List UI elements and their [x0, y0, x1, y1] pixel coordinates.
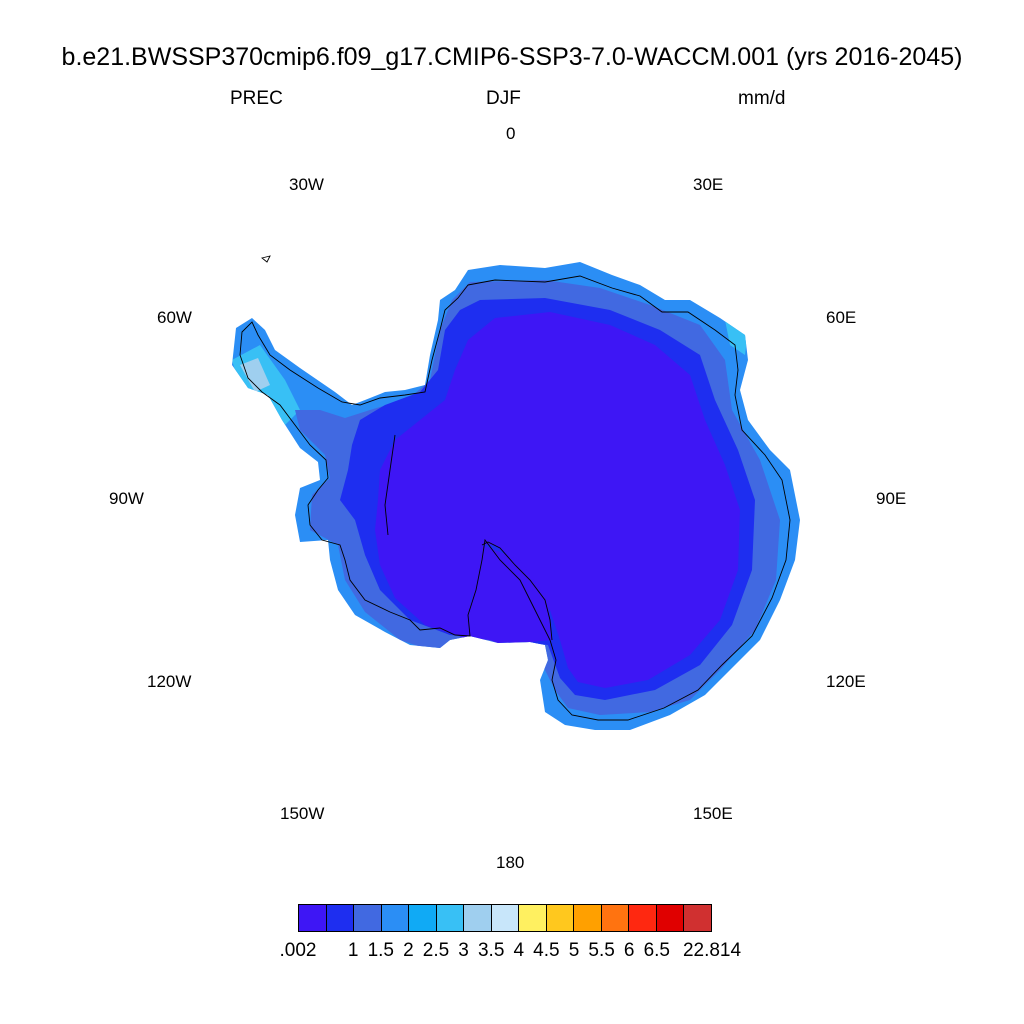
colorbar-swatch: [684, 905, 711, 931]
colorbar-tick-label: 3.5: [477, 940, 505, 961]
lon-label-150e: 150E: [693, 804, 733, 823]
interior-low-precip: [375, 312, 740, 688]
colorbar-swatch: [574, 905, 602, 931]
colorbar-labels: .002 1 1.5 2 2.5 3 3.5 4 4.5 5 5.5 6 6.5 22.814: [0, 941, 1024, 965]
colorbar-tick-label: 4: [513, 940, 525, 961]
coastline-ross-shelf: [481, 541, 553, 641]
colorbar-swatch: [354, 905, 382, 931]
colorbar-swatch: [409, 905, 437, 931]
lon-label-120w: 120W: [147, 672, 192, 691]
colorbar-swatch: [546, 905, 575, 931]
colorbar-tick-label: 6: [623, 940, 635, 961]
colorbar-swatch: [629, 905, 657, 931]
colorbar-swatch: [436, 905, 465, 931]
colorbar-swatch: [299, 905, 327, 931]
lon-label-60e: 60E: [826, 308, 857, 327]
lon-label-30w: 30W: [289, 175, 324, 194]
colorbar-tick-label: 2.5: [422, 940, 450, 961]
units-label: mm/d: [738, 88, 786, 109]
plot-title: b.e21.BWSSP370cmip6.f09_g17.CMIP6-SSP3-7…: [61, 43, 963, 71]
lon-label-180: 180: [496, 853, 525, 872]
colorbar-tick-label: 2: [403, 940, 414, 961]
lon-label-150w: 150W: [280, 804, 325, 823]
lon-label-0: 0: [506, 124, 516, 143]
colorbar-tick-label: 1.5: [367, 940, 395, 961]
ross-ice-shelf: [470, 545, 552, 643]
lon-label-120e: 120E: [826, 672, 866, 691]
colorbar-tick-label: 3: [458, 940, 469, 961]
lon-label-60w: 60W: [157, 308, 192, 327]
colorbar-tick-label: 5.5: [588, 940, 615, 961]
colorbar-swatch: [656, 905, 685, 931]
lon-label-90w: 90W: [109, 489, 144, 508]
colorbar-swatch: [464, 905, 492, 931]
lon-label-90e: 90E: [876, 489, 907, 508]
colorbar-swatch: [491, 905, 520, 931]
variable-label: PREC: [230, 88, 283, 109]
colorbar-tick-label: .002: [279, 940, 317, 961]
colorbar-swatch: [601, 905, 630, 931]
colorbar-tick-label: 1: [347, 940, 359, 961]
colorbar-swatch: [326, 905, 355, 931]
coastline-island: [261, 255, 271, 263]
colorbar-swatch: [519, 905, 547, 931]
colorbar-swatch: [381, 905, 410, 931]
peninsula-max-precip: [240, 358, 270, 392]
lon-label-30e: 30E: [693, 175, 724, 194]
colorbar-tick-label: 5: [568, 940, 580, 961]
season-label: DJF: [486, 88, 521, 109]
colorbar: [298, 904, 712, 932]
coastline-continent: [239, 275, 791, 721]
colorbar-tick-label: 22.814: [682, 940, 742, 961]
colorbar-tick-label: 4.5: [533, 940, 560, 961]
coastline-ronne-shelf: [384, 434, 396, 536]
colorbar-tick-label: 6.5: [643, 940, 671, 961]
